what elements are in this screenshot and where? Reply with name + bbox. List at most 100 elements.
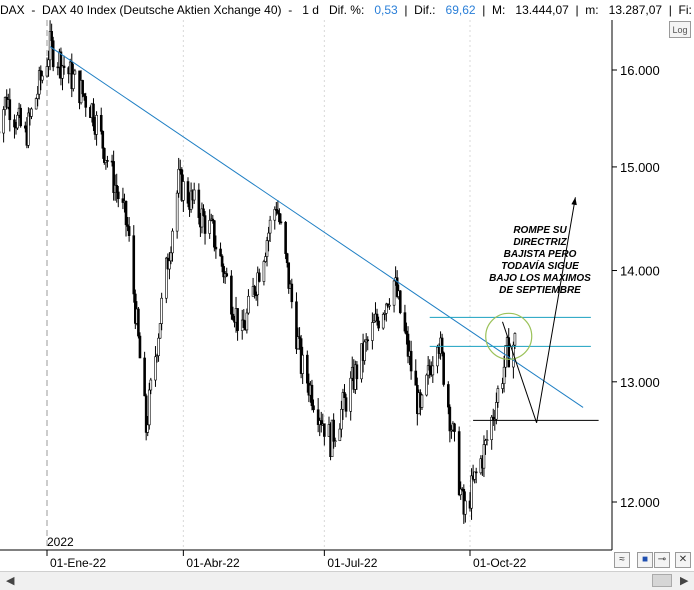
- candle-body: [143, 357, 146, 397]
- candle-body: [157, 337, 160, 356]
- candle-body: [84, 96, 88, 108]
- candle-body: [398, 290, 402, 313]
- y-tick-label: 12.000: [620, 495, 660, 510]
- extra-label: Fi: 0: [678, 3, 694, 17]
- annotation-line: TODAVÍA SIGUE: [501, 259, 579, 272]
- candle-body: [149, 379, 153, 391]
- candle-body: [502, 366, 506, 384]
- arrow-head: [571, 197, 577, 206]
- candle-body: [312, 405, 315, 411]
- candle-body: [482, 444, 486, 469]
- scroll-thumb[interactable]: [652, 574, 672, 587]
- candle-body: [290, 283, 294, 303]
- drawings: [49, 46, 599, 423]
- candle-body: [61, 65, 64, 79]
- candle-body: [507, 337, 511, 368]
- candle-body: [279, 221, 283, 224]
- close-button[interactable]: ✕: [675, 552, 691, 568]
- max-value: 13.444,07: [515, 3, 569, 17]
- candle-body: [39, 70, 43, 81]
- annotation-line: DE SEPTIEMBRE: [499, 285, 581, 296]
- candle-body: [147, 389, 151, 426]
- arrow-left-icon[interactable]: ◀: [6, 575, 15, 587]
- candle-body: [220, 255, 224, 267]
- candle-body: [16, 114, 19, 129]
- wave-button[interactable]: ≈: [614, 552, 630, 568]
- candle-body: [47, 59, 50, 67]
- candle-body: [171, 230, 174, 254]
- x-tick-label: 01-Jul-22: [327, 556, 377, 570]
- candle-body: [51, 40, 55, 68]
- pin-button[interactable]: ⊸: [654, 552, 670, 568]
- candle-body: [256, 272, 260, 296]
- candle-body: [340, 408, 343, 430]
- horizontal-scrollbar[interactable]: ◀ ▶: [0, 571, 694, 590]
- candle-body: [491, 416, 495, 420]
- candle-body: [186, 181, 190, 204]
- price-chart: 12.000 13.000 14.000 15.000 16.000 01-Ene-22…: [0, 20, 660, 570]
- timeframe: 1 d: [302, 3, 319, 17]
- candle-body: [177, 168, 181, 194]
- candle-body: [406, 333, 410, 357]
- candle-body: [59, 51, 63, 79]
- candle-body: [73, 70, 77, 75]
- candle-body: [101, 131, 105, 149]
- candle-body: [154, 356, 157, 381]
- candle-body: [254, 294, 258, 296]
- candle-body: [285, 253, 289, 264]
- candle-body: [253, 286, 256, 295]
- candle-body: [230, 275, 233, 315]
- candle-body: [464, 500, 467, 515]
- candle-body: [341, 392, 345, 410]
- candle-body: [425, 374, 428, 396]
- candle-body: [138, 335, 142, 359]
- candle-body: [278, 213, 281, 223]
- projection-path: [502, 197, 576, 423]
- candle-body: [247, 295, 250, 314]
- trendline: [49, 46, 584, 408]
- candle-body: [92, 103, 95, 127]
- candle-body: [158, 323, 162, 339]
- candle-body: [175, 192, 179, 232]
- candle-body: [490, 416, 493, 440]
- candle-body: [409, 350, 413, 372]
- candle-body: [50, 31, 53, 42]
- candle-body: [36, 93, 40, 99]
- candle-body: [459, 488, 463, 496]
- candle-body: [457, 431, 461, 496]
- candle-body: [405, 330, 408, 335]
- candle-body: [182, 181, 185, 201]
- candle-body: [495, 402, 498, 420]
- candle-body: [310, 384, 314, 407]
- candle-body: [306, 354, 309, 384]
- candle-body: [72, 73, 75, 89]
- change-pct-label: Dif. %:: [328, 3, 365, 17]
- candle-body: [155, 355, 159, 358]
- candle-body: [383, 312, 387, 315]
- candle-body: [121, 198, 125, 203]
- candle-body: [275, 209, 278, 211]
- arrow-right-icon[interactable]: ▶: [680, 575, 689, 587]
- candle-body: [245, 312, 249, 331]
- candle-body: [231, 313, 235, 320]
- candle-body: [160, 297, 163, 324]
- candle-body: [34, 98, 38, 110]
- candle-body: [301, 354, 304, 374]
- candle-body: [319, 420, 323, 426]
- min-label: m:: [585, 3, 599, 17]
- candle-body: [211, 218, 215, 221]
- log-scale-button[interactable]: Log: [669, 21, 691, 38]
- candle-body: [501, 383, 504, 389]
- save-button[interactable]: ■: [637, 552, 653, 568]
- y-tick-label: 16.000: [620, 63, 660, 78]
- candle-body: [132, 235, 136, 295]
- candle-body: [214, 246, 218, 250]
- candle-body: [62, 65, 66, 68]
- candle-body: [371, 322, 374, 341]
- candle-body: [440, 337, 444, 354]
- candle-body: [242, 319, 246, 328]
- candle-body: [169, 252, 173, 262]
- annotation-line: BAJO LOS MAXIMOS: [489, 273, 591, 284]
- candle-body: [24, 125, 27, 129]
- annotation-line: ROMPE SU: [513, 225, 567, 236]
